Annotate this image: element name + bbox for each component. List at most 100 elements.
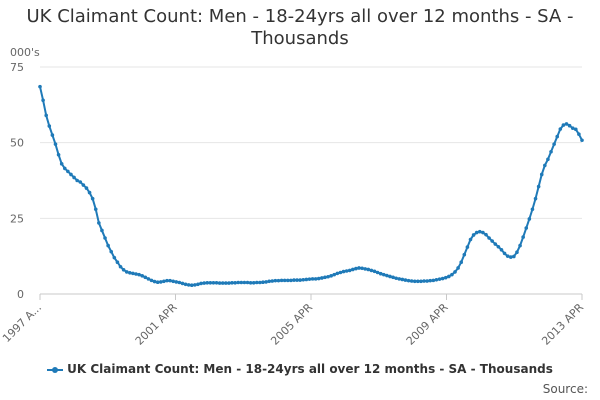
data-point[interactable] xyxy=(496,244,501,249)
data-point[interactable] xyxy=(508,255,513,259)
data-point[interactable] xyxy=(493,242,498,246)
data-point[interactable] xyxy=(276,278,281,283)
data-point[interactable] xyxy=(199,281,203,286)
data-point[interactable] xyxy=(487,236,491,240)
data-point[interactable] xyxy=(121,267,126,272)
data-point[interactable] xyxy=(428,278,433,283)
data-point[interactable] xyxy=(369,268,374,273)
data-point[interactable] xyxy=(214,281,219,285)
data-point[interactable] xyxy=(267,279,271,284)
data-point[interactable] xyxy=(66,169,70,174)
data-point[interactable] xyxy=(273,278,278,283)
data-point[interactable] xyxy=(84,186,89,190)
data-point[interactable] xyxy=(375,270,380,275)
data-point[interactable] xyxy=(47,124,52,128)
data-point[interactable] xyxy=(103,236,107,240)
data-point[interactable] xyxy=(208,281,213,285)
data-point[interactable] xyxy=(577,132,581,136)
data-point[interactable] xyxy=(419,279,423,284)
data-point[interactable] xyxy=(158,280,163,284)
data-point[interactable] xyxy=(459,260,464,265)
data-point[interactable] xyxy=(397,277,402,281)
data-point[interactable] xyxy=(394,276,398,281)
data-point[interactable] xyxy=(440,276,445,281)
data-point[interactable] xyxy=(354,266,358,271)
data-point[interactable] xyxy=(137,272,141,277)
data-point[interactable] xyxy=(378,271,383,276)
data-point[interactable] xyxy=(416,279,420,284)
data-point[interactable] xyxy=(205,281,210,285)
data-point[interactable] xyxy=(56,152,61,157)
data-point[interactable] xyxy=(468,237,473,242)
data-point[interactable] xyxy=(254,280,259,285)
data-point[interactable] xyxy=(320,276,324,280)
data-point[interactable] xyxy=(248,281,253,285)
data-point[interactable] xyxy=(143,275,148,280)
data-point[interactable] xyxy=(285,278,290,283)
data-point[interactable] xyxy=(224,281,228,285)
data-point[interactable] xyxy=(456,266,460,270)
data-point[interactable] xyxy=(406,278,411,283)
data-point[interactable] xyxy=(555,134,560,139)
data-point[interactable] xyxy=(527,217,532,221)
data-point[interactable] xyxy=(236,280,241,285)
data-point[interactable] xyxy=(447,274,451,279)
data-point[interactable] xyxy=(329,274,333,278)
legend[interactable]: UK Claimant Count: Men - 18-24yrs all ov… xyxy=(0,362,600,376)
data-point[interactable] xyxy=(282,278,287,283)
data-point[interactable] xyxy=(245,280,250,285)
data-point[interactable] xyxy=(564,122,569,126)
data-point[interactable] xyxy=(363,267,368,271)
data-point[interactable] xyxy=(211,281,216,285)
data-point[interactable] xyxy=(490,239,494,243)
data-point[interactable] xyxy=(567,123,572,128)
data-point[interactable] xyxy=(518,243,522,248)
data-point[interactable] xyxy=(558,127,563,131)
data-point[interactable] xyxy=(115,260,120,265)
data-point[interactable] xyxy=(72,175,76,180)
data-point[interactable] xyxy=(546,157,550,162)
data-point[interactable] xyxy=(307,277,312,281)
data-point[interactable] xyxy=(93,207,98,212)
data-point[interactable] xyxy=(533,196,538,201)
data-point[interactable] xyxy=(323,275,327,280)
data-point[interactable] xyxy=(543,163,547,168)
data-point[interactable] xyxy=(41,98,45,103)
data-point[interactable] xyxy=(530,207,535,212)
data-point[interactable] xyxy=(403,278,408,282)
data-point[interactable] xyxy=(242,280,247,285)
data-point[interactable] xyxy=(422,279,426,283)
data-point[interactable] xyxy=(149,278,154,283)
data-point[interactable] xyxy=(462,252,467,257)
data-point[interactable] xyxy=(431,278,436,283)
data-point[interactable] xyxy=(162,279,166,284)
data-point[interactable] xyxy=(351,267,355,272)
data-point[interactable] xyxy=(124,270,129,274)
data-point[interactable] xyxy=(168,278,172,283)
data-point[interactable] xyxy=(409,279,414,283)
data-point[interactable] xyxy=(536,184,541,189)
data-point[interactable] xyxy=(344,269,349,273)
data-point[interactable] xyxy=(505,254,510,258)
data-point[interactable] xyxy=(366,267,371,272)
data-point[interactable] xyxy=(341,269,346,274)
data-point[interactable] xyxy=(186,283,191,287)
data-point[interactable] xyxy=(391,275,395,280)
data-point[interactable] xyxy=(261,280,265,285)
data-point[interactable] xyxy=(539,172,544,177)
data-point[interactable] xyxy=(118,264,123,269)
data-point[interactable] xyxy=(134,272,138,276)
data-point[interactable] xyxy=(279,278,284,283)
data-point[interactable] xyxy=(177,280,182,285)
data-point[interactable] xyxy=(304,277,309,282)
data-point[interactable] xyxy=(524,226,529,230)
data-point[interactable] xyxy=(574,127,578,132)
data-point[interactable] xyxy=(264,280,268,284)
data-point[interactable] xyxy=(220,281,225,285)
data-point[interactable] xyxy=(453,270,457,274)
data-point[interactable] xyxy=(326,274,330,279)
data-point[interactable] xyxy=(152,279,157,284)
data-point[interactable] xyxy=(335,271,340,276)
data-point[interactable] xyxy=(481,230,485,235)
data-point[interactable] xyxy=(552,142,556,146)
